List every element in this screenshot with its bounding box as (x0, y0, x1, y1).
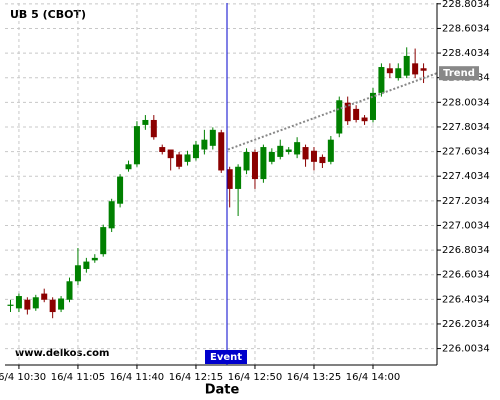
candle-body (184, 154, 191, 162)
candle-body (133, 126, 140, 165)
y-tick-label: 226.4034 (442, 294, 490, 305)
candle-body (353, 108, 360, 120)
x-tick-label: 16/4 11:40 (110, 372, 164, 383)
trend-label: Trend (443, 68, 475, 79)
y-tick-label: 227.2034 (442, 196, 490, 207)
trend-line (227, 72, 438, 151)
candle-body (49, 299, 56, 313)
candle-body (226, 169, 233, 189)
y-tick-label: 228.4034 (442, 48, 490, 59)
candle-body (412, 63, 419, 75)
candle-body (91, 257, 98, 261)
y-tick-label: 227.0034 (442, 220, 490, 231)
y-tick-label: 227.8034 (442, 122, 490, 133)
candle-body (386, 68, 393, 74)
candle-body (403, 55, 410, 76)
candle-body (159, 147, 166, 152)
candle-body (268, 151, 275, 162)
x-tick-label: 16/4 10:30 (0, 372, 46, 383)
chart-title: UB 5 (CBOT) (10, 8, 86, 21)
candle-body (83, 261, 90, 269)
y-tick-label: 226.0034 (442, 344, 490, 355)
y-tick-label: 227.6034 (442, 147, 490, 158)
candle-body (327, 139, 334, 162)
candle-body (260, 147, 267, 180)
candle-body (420, 68, 427, 71)
candle-body (209, 129, 216, 146)
candle-body (125, 164, 132, 170)
candle-body (319, 156, 326, 164)
candle-body (192, 144, 199, 159)
candle-body (395, 68, 402, 79)
candle-body (277, 145, 284, 157)
y-tick-label: 227.4034 (442, 171, 490, 182)
candle-body (369, 92, 376, 120)
y-tick-label: 228.0034 (442, 97, 490, 108)
candle-body (251, 151, 258, 180)
trend-label-box (439, 66, 479, 81)
candle-body (361, 117, 368, 122)
candle-body (142, 119, 149, 125)
candle-body (7, 304, 14, 306)
event-label-box (205, 350, 247, 364)
candle-body (150, 119, 157, 138)
candle-body (176, 154, 183, 167)
candle-body (100, 227, 107, 255)
x-tick-label: 16/4 14:00 (346, 372, 400, 383)
x-tick-label: 16/4 13:25 (287, 372, 341, 383)
candle-body (58, 298, 65, 310)
candle-body (235, 166, 242, 189)
y-tick-label: 228.8034 (442, 0, 490, 10)
candle-body (74, 265, 81, 282)
candle-body (24, 299, 31, 310)
candle-body (243, 151, 250, 171)
candle-body (201, 139, 208, 150)
candle-body (378, 67, 385, 93)
candle-body (15, 296, 22, 309)
x-tick-label: 16/4 12:50 (228, 372, 282, 383)
candle-body (41, 293, 48, 300)
candle-body (310, 150, 317, 162)
y-tick-label: 226.8034 (442, 245, 490, 256)
y-tick-label: 226.2034 (442, 319, 490, 330)
x-axis-label: Date (205, 383, 240, 398)
candle-body (294, 142, 301, 155)
y-tick-label: 226.6034 (442, 270, 490, 281)
y-tick-label: 228.6034 (442, 23, 490, 34)
candle-body (108, 201, 115, 229)
candle-body (117, 176, 124, 204)
x-tick-label: 16/4 12:15 (169, 372, 223, 383)
candle-body (344, 102, 351, 122)
candle-body (167, 149, 174, 159)
candle-body (336, 100, 343, 134)
candle-body (302, 147, 309, 160)
candle-body (218, 132, 225, 171)
candle-body (32, 297, 39, 309)
event-label: Event (210, 352, 242, 363)
candle-body (285, 149, 292, 152)
watermark: www.delkos.com (15, 348, 109, 359)
candle-body (66, 281, 73, 300)
x-tick-label: 16/4 11:05 (51, 372, 105, 383)
